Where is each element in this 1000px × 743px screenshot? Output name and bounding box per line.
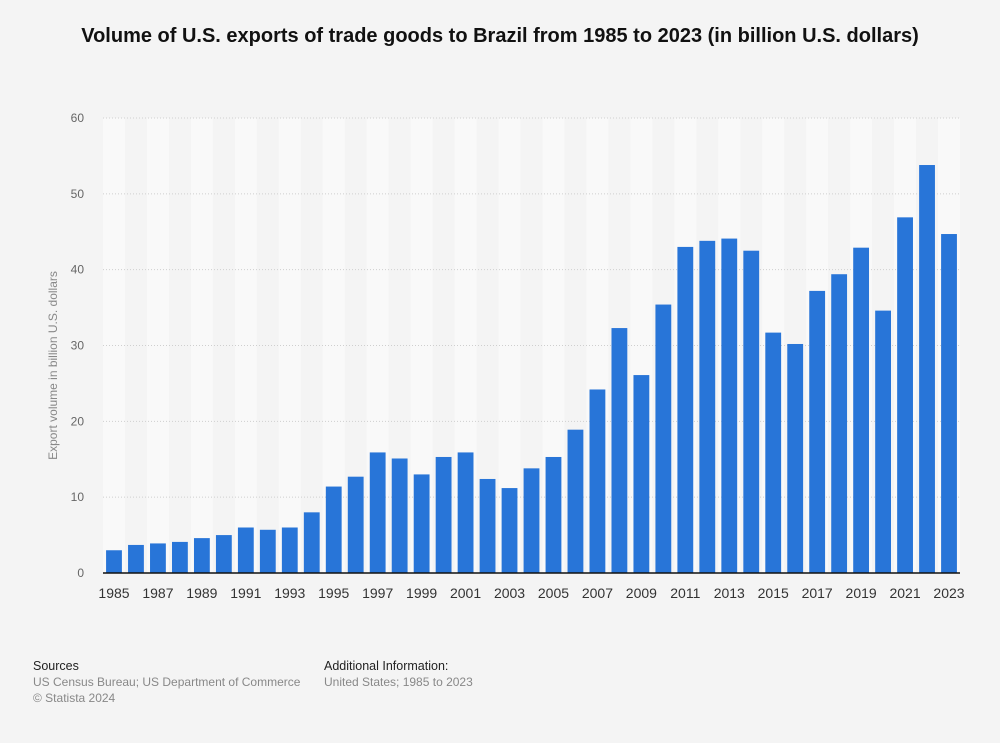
x-tick-label: 2005 [538, 585, 569, 601]
x-tick-label: 1991 [230, 585, 261, 601]
sources-text: US Census Bureau; US Department of Comme… [33, 675, 301, 689]
x-tick-label: 2003 [494, 585, 525, 601]
background-band [103, 118, 125, 573]
bar-1997[interactable] [369, 452, 386, 573]
x-tick-label: 2021 [889, 585, 920, 601]
bar-2016[interactable] [787, 343, 804, 573]
sources-section: Sources US Census Bureau; US Department … [33, 658, 300, 706]
bar-2018[interactable] [831, 274, 848, 573]
bar-2015[interactable] [765, 332, 782, 573]
bar-2003[interactable] [501, 488, 518, 573]
bar-2007[interactable] [589, 389, 606, 573]
bar-1989[interactable] [193, 538, 210, 573]
bar-2001[interactable] [457, 452, 474, 573]
x-tick-label: 2009 [626, 585, 657, 601]
bar-2009[interactable] [633, 375, 650, 573]
sources-heading[interactable]: Sources [33, 659, 79, 673]
bar-1988[interactable] [171, 541, 188, 573]
x-tick-label: 2013 [714, 585, 745, 601]
y-tick-label: 30 [71, 339, 85, 353]
x-tick-label: 2007 [582, 585, 613, 601]
bar-1998[interactable] [391, 458, 408, 573]
bar-1994[interactable] [303, 512, 320, 573]
bar-1986[interactable] [128, 544, 144, 573]
bar-1991[interactable] [237, 527, 254, 574]
bar-1992[interactable] [259, 529, 276, 573]
x-tick-label: 2017 [802, 585, 833, 601]
x-tick-label: 2019 [846, 585, 877, 601]
bar-2005[interactable] [545, 456, 562, 573]
x-tick-label: 2015 [758, 585, 789, 601]
x-tick-label: 1997 [362, 585, 393, 601]
x-axis-ticks: 1985 1987 1989 1991 1993 1995 1997 1999 2001 2003… [98, 585, 964, 601]
bar-2011[interactable] [677, 246, 694, 573]
x-tick-label: 2011 [670, 585, 700, 601]
background-band [322, 118, 345, 573]
bar-2000[interactable] [435, 456, 452, 573]
x-tick-label: 1993 [274, 585, 305, 601]
y-tick-label: 50 [71, 187, 85, 201]
background-band [190, 118, 213, 573]
bar-2021[interactable] [897, 217, 913, 573]
bar-2004[interactable] [523, 468, 540, 573]
bar-1993[interactable] [281, 527, 298, 574]
bar-2010[interactable] [655, 304, 672, 573]
additional-info-heading[interactable]: Additional Information: [324, 659, 449, 673]
y-axis-ticks: 0 10 20 30 40 50 60 [71, 111, 85, 580]
bar-1996[interactable] [347, 476, 364, 573]
bar-2006[interactable] [567, 429, 584, 573]
bar-2017[interactable] [809, 290, 826, 573]
x-tick-label: 1987 [142, 585, 173, 601]
bar-2014[interactable] [743, 250, 760, 574]
y-tick-label: 10 [71, 490, 85, 504]
bar-2022[interactable] [919, 165, 935, 573]
copyright-text: © Statista 2024 [33, 691, 116, 705]
y-tick-label: 40 [71, 263, 85, 277]
y-tick-label: 0 [77, 566, 84, 580]
y-tick-label: 60 [71, 111, 85, 125]
x-tick-label: 1999 [406, 585, 437, 601]
bar-2013[interactable] [721, 238, 738, 573]
bar-2012[interactable] [699, 240, 716, 573]
x-tick-label: 1985 [98, 585, 129, 601]
additional-info-section: Additional Information: United States; 1… [324, 658, 473, 690]
bar-1995[interactable] [325, 486, 342, 573]
bar-2020[interactable] [875, 310, 892, 573]
bar-1990[interactable] [215, 535, 232, 573]
y-axis-title: Export volume in billion U.S. dollars [46, 271, 60, 460]
chart-title: Volume of U.S. exports of trade goods to… [81, 25, 919, 47]
background-band [234, 118, 257, 573]
bar-2008[interactable] [611, 328, 628, 573]
x-tick-label: 2001 [450, 585, 481, 601]
additional-info-text: United States; 1985 to 2023 [324, 675, 473, 689]
bar-1985[interactable] [106, 550, 122, 573]
bar-2023[interactable] [941, 234, 957, 573]
bar-1999[interactable] [413, 474, 430, 573]
background-band [498, 118, 521, 573]
bar-2019[interactable] [853, 247, 870, 574]
bar-1987[interactable] [150, 543, 166, 573]
y-tick-label: 20 [71, 414, 85, 428]
bar-2002[interactable] [479, 478, 496, 573]
x-tick-label: 2023 [933, 585, 964, 601]
bars [106, 165, 957, 574]
x-tick-label: 1995 [318, 585, 349, 601]
x-tick-label: 1989 [186, 585, 217, 601]
